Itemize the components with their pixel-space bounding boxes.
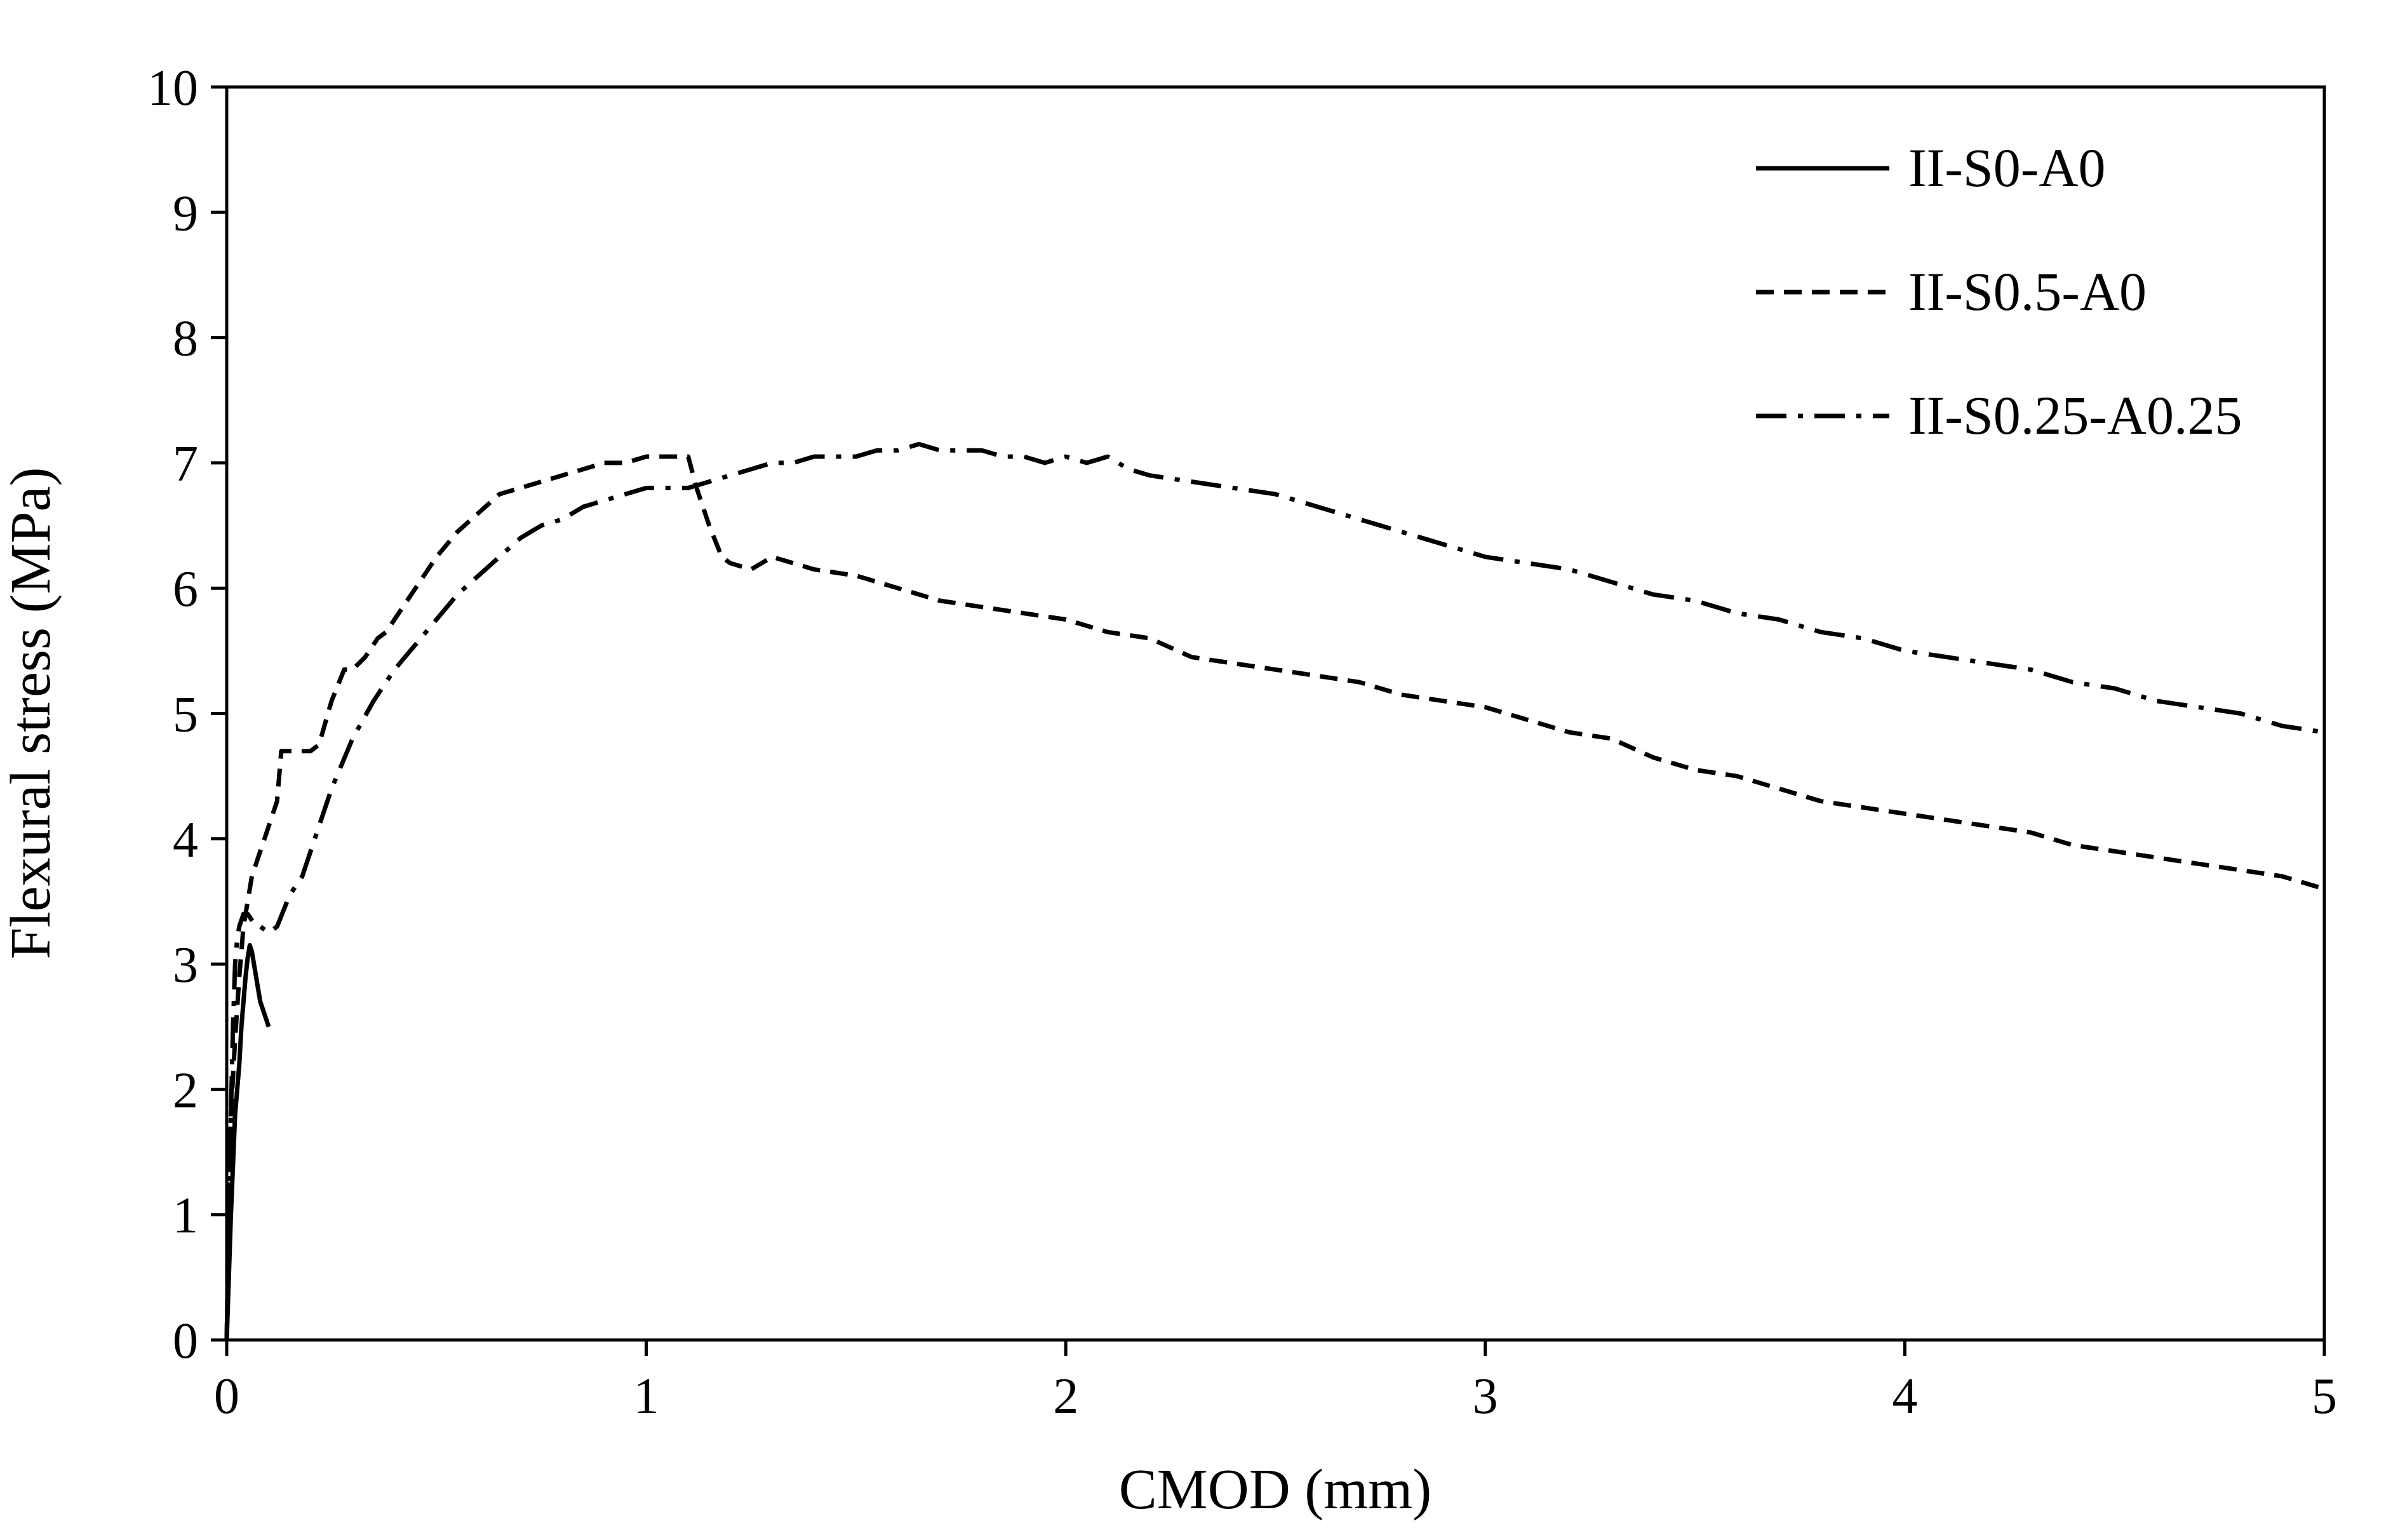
x-tick-label: 4 [1892, 1369, 1917, 1424]
legend-label: II-S0.5-A0 [1908, 261, 2147, 322]
y-tick-label: 5 [173, 687, 198, 743]
y-tick-label: 3 [173, 937, 198, 993]
y-tick-label: 8 [173, 311, 198, 367]
x-tick-label: 1 [634, 1369, 659, 1424]
y-axis-title: Flexural stress (MPa) [0, 467, 62, 960]
y-tick-label: 9 [173, 185, 198, 241]
y-axis-ticks: 0 1 2 3 4 5 6 7 8 9 10 [147, 60, 227, 1369]
legend-label: II-S0-A0 [1908, 137, 2106, 198]
series-line-2 [224, 454, 2325, 1341]
series-line-1 [224, 943, 271, 1341]
x-axis-ticks: 0 1 2 3 4 5 [214, 1340, 2337, 1424]
x-axis-title: CMOD (mm) [1119, 1458, 1432, 1521]
legend-label: II-S0.25-A0.25 [1908, 385, 2242, 446]
legend: II-S0-A0 II-S0.5-A0 II-S0.25-A0.25 [1756, 137, 2242, 446]
y-tick-label: 2 [173, 1062, 198, 1118]
x-tick-label: 0 [214, 1369, 239, 1424]
series-layer [224, 441, 2325, 1341]
y-tick-label: 7 [173, 436, 198, 492]
y-tick-label: 6 [173, 561, 198, 617]
y-tick-label: 1 [173, 1188, 198, 1244]
y-tick-label: 10 [147, 60, 198, 116]
y-tick-label: 0 [173, 1313, 198, 1369]
x-tick-label: 2 [1053, 1369, 1078, 1424]
series-line-3 [224, 441, 2325, 1341]
y-tick-label: 4 [173, 812, 198, 868]
x-tick-label: 3 [1473, 1369, 1498, 1424]
x-tick-label: 5 [2312, 1369, 2337, 1424]
